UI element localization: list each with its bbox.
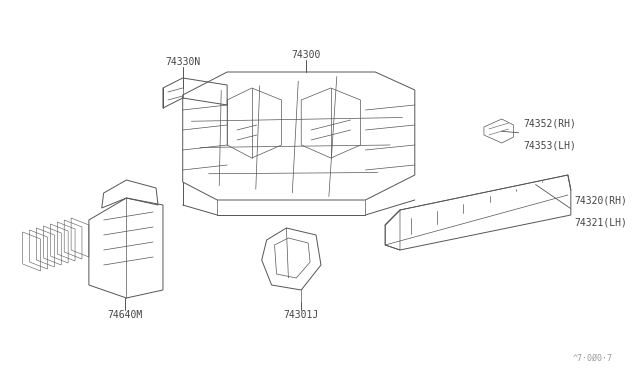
Text: 74352(RH): 74352(RH) [524, 118, 576, 128]
Text: 74330N: 74330N [165, 57, 200, 67]
Text: 74321(LH): 74321(LH) [575, 217, 628, 227]
Text: 74300: 74300 [291, 50, 321, 60]
Text: ^7·0Ø0·7: ^7·0Ø0·7 [572, 353, 612, 362]
Text: 74640M: 74640M [108, 310, 143, 320]
Text: 74320(RH): 74320(RH) [575, 195, 628, 205]
Text: 74301J: 74301J [284, 310, 319, 320]
Text: 74353(LH): 74353(LH) [524, 140, 576, 150]
